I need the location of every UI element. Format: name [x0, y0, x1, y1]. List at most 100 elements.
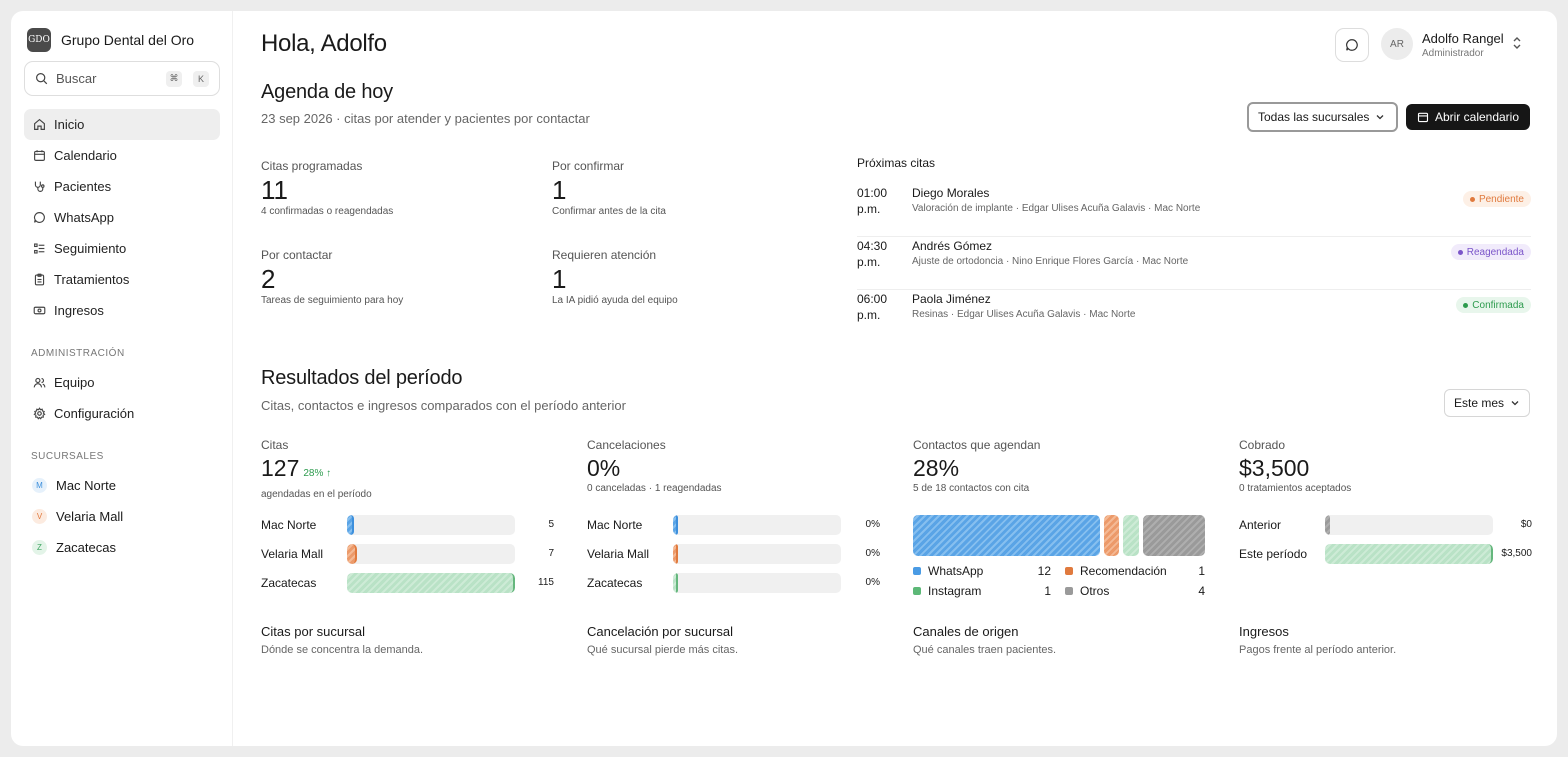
- legend-item: WhatsApp: [913, 564, 983, 578]
- metric-number: 127: [261, 455, 300, 481]
- status-badge: Pendiente: [1462, 191, 1531, 207]
- bar-label: Zacatecas: [261, 576, 317, 590]
- appointment-detail: Resinas · Edgar Ulises Acuña Galavis · M…: [912, 309, 1136, 320]
- brand-name: Grupo Dental del Oro: [61, 32, 195, 48]
- bar-row: Zacatecas 0%: [587, 573, 880, 593]
- nav-item-seguimiento[interactable]: Seguimiento: [24, 233, 220, 264]
- checklist-icon: [32, 242, 46, 256]
- admin-heading: ADMINISTRACIÓN: [31, 348, 125, 359]
- nav-item-calendario[interactable]: Calendario: [24, 140, 220, 171]
- bar-label: Velaria Mall: [587, 547, 650, 561]
- nav-item-equipo[interactable]: Equipo: [24, 367, 220, 398]
- branch-item-zacatecas[interactable]: Z Zacatecas: [24, 532, 220, 563]
- legend-label: Recomendación: [1080, 564, 1167, 578]
- nav-item-whatsapp[interactable]: WhatsApp: [24, 202, 220, 233]
- chat-bubble-icon: [1346, 39, 1358, 51]
- nav-item-inicio[interactable]: Inicio: [24, 109, 220, 140]
- appointment-row[interactable]: 04:30 p.m. Andrés Gómez Ajuste de ortodo…: [857, 238, 1531, 290]
- appointment-patient: Andrés Gómez: [912, 239, 993, 253]
- metric-note: agendadas en el período: [261, 489, 372, 500]
- nav-item-tratamientos[interactable]: Tratamientos: [24, 264, 220, 295]
- upcoming-title: Próximas citas: [857, 156, 936, 170]
- legend-value: 1: [1198, 564, 1205, 578]
- appointment-patient: Paola Jiménez: [912, 292, 991, 306]
- contactos-footer-sub: Qué canales traen pacientes.: [913, 644, 1057, 656]
- appointment-time: 04:30 p.m.: [857, 239, 888, 269]
- appointment-row[interactable]: 01:00 p.m. Diego Morales Valoración de i…: [857, 185, 1531, 237]
- appointment-time: 01:00 p.m.: [857, 186, 888, 216]
- bar-value: 7: [548, 548, 554, 559]
- bar-value: 0%: [865, 519, 880, 530]
- nav-label: Equipo: [54, 375, 95, 390]
- bar-fill: [347, 515, 355, 535]
- calendar-icon: [32, 149, 46, 163]
- stat-por-contactar: Por contactar 2 Tareas de seguimiento pa…: [261, 248, 403, 306]
- stat-note: Tareas de seguimiento para hoy: [261, 295, 404, 306]
- chevron-up-down-icon[interactable]: [1511, 36, 1523, 50]
- bar-row: Este período $3,500: [1239, 544, 1532, 564]
- open-calendar-button[interactable]: Abrir calendario: [1406, 104, 1530, 130]
- bar-value: 0%: [865, 548, 880, 559]
- bar-value: $3,500: [1501, 548, 1532, 559]
- appointment-row[interactable]: 06:00 p.m. Paola Jiménez Resinas · Edgar…: [857, 291, 1531, 343]
- citas-panel: Citas 127 28% ↑ agendadas en el período M…: [261, 438, 554, 593]
- metric-value: 0%: [587, 455, 621, 481]
- contactos-panel: Contactos que agendan 28% 5 de 18 contac…: [913, 438, 1206, 598]
- stethoscope-icon: [32, 180, 46, 194]
- search-icon: [36, 73, 48, 85]
- bar-value: 5: [548, 519, 554, 530]
- user-name[interactable]: Adolfo Rangel: [1422, 31, 1504, 46]
- messages-button[interactable]: [1335, 28, 1369, 62]
- legend-value: 12: [1037, 564, 1051, 578]
- metric-note: 0 canceladas · 1 reagendadas: [587, 483, 722, 494]
- status-label: Reagendada: [1466, 246, 1524, 258]
- channel-segment: [1123, 515, 1139, 556]
- stat-note: La IA pidió ayuda del equipo: [552, 295, 678, 306]
- nav-label: Tratamientos: [54, 272, 130, 287]
- bar-value: 0%: [865, 577, 880, 588]
- nav-label: Seguimiento: [54, 241, 127, 256]
- nav-label: Ingresos: [54, 303, 104, 318]
- cancelaciones-footer-title: Cancelación por sucursal: [587, 624, 733, 639]
- bar-row: Velaria Mall 0%: [587, 544, 880, 564]
- main-nav: Inicio Calendario Pacientes WhatsApp Seg…: [24, 109, 220, 326]
- appointment-patient: Diego Morales: [912, 186, 990, 200]
- legend-value: 1: [1044, 584, 1051, 598]
- shortcut-key-cmd: ⌘: [166, 70, 182, 87]
- bar-track: [347, 573, 515, 593]
- user-role: Administrador: [1422, 48, 1484, 59]
- period-select[interactable]: Este mes: [1444, 389, 1530, 417]
- brand[interactable]: GDO Grupo Dental del Oro: [27, 28, 194, 52]
- stat-value: 2: [261, 264, 276, 294]
- nav-item-configuracion[interactable]: Configuración: [24, 398, 220, 429]
- nav-label: Calendario: [54, 148, 117, 163]
- chat-bubble-icon: [32, 211, 46, 225]
- bar-label: Zacatecas: [587, 576, 643, 590]
- bar-track: [673, 573, 841, 593]
- branch-item-velaria-mall[interactable]: V Velaria Mall: [24, 501, 220, 532]
- legend-item: Otros: [1065, 584, 1109, 598]
- status-dot-icon: [1457, 249, 1463, 255]
- stat-citas-programadas: Citas programadas 11 4 confirmadas o rea…: [261, 159, 393, 217]
- app-window: GDO Grupo Dental del Oro Buscar ⌘ K Inic…: [11, 11, 1557, 746]
- bar-track: [347, 544, 515, 564]
- stat-note: Confirmar antes de la cita: [552, 206, 666, 217]
- chevron-down-icon: [1376, 115, 1384, 120]
- agenda-subtitle: 23 sep 2026 · citas por atender y pacien…: [261, 111, 590, 126]
- stat-por-confirmar: Por confirmar 1 Confirmar antes de la ci…: [552, 159, 666, 217]
- nav-item-pacientes[interactable]: Pacientes: [24, 171, 220, 202]
- bar-track: [1325, 544, 1493, 564]
- stat-label: Por contactar: [261, 248, 333, 262]
- avatar[interactable]: AR: [1381, 28, 1413, 60]
- citas-footer-title: Citas por sucursal: [261, 624, 366, 639]
- channel-segment: [1142, 515, 1205, 556]
- metric-label: Cancelaciones: [587, 438, 666, 452]
- branch-avatar: V: [32, 509, 47, 524]
- search-input[interactable]: Buscar ⌘ K: [24, 61, 220, 96]
- branch-select[interactable]: Todas las sucursales: [1247, 102, 1398, 132]
- banknote-icon: [32, 304, 46, 318]
- nav-item-ingresos[interactable]: Ingresos: [24, 295, 220, 326]
- stat-requieren-atencion: Requieren atención 1 La IA pidió ayuda d…: [552, 248, 678, 306]
- branch-item-mac-norte[interactable]: M Mac Norte: [24, 470, 220, 501]
- results-title: Resultados del período: [261, 367, 463, 389]
